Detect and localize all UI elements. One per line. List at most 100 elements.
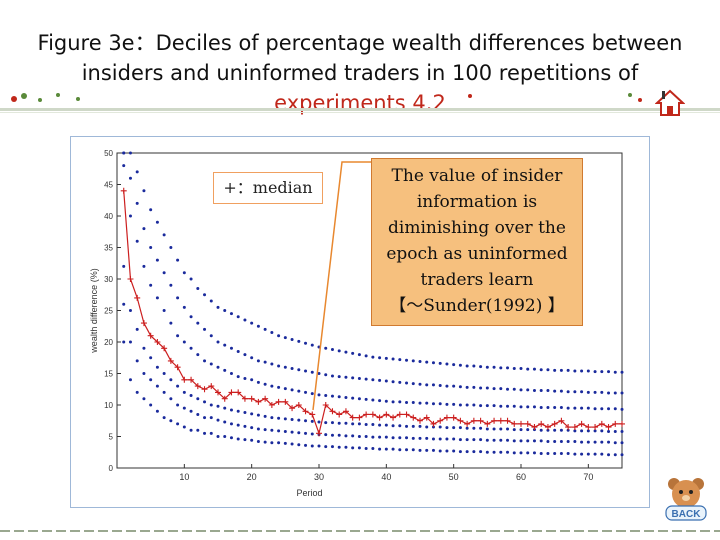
- decile-point: [142, 372, 146, 375]
- decile-point: [128, 151, 132, 155]
- median-point: [262, 395, 269, 402]
- decile-point: [203, 359, 207, 363]
- decile-point: [324, 373, 328, 377]
- decile-point: [135, 201, 139, 205]
- decile-point: [310, 392, 314, 396]
- decile-point: [263, 440, 267, 444]
- x-tick-label: 10: [179, 472, 189, 482]
- decile-point: [256, 324, 260, 328]
- decile-point: [479, 404, 483, 408]
- decile-point: [398, 358, 402, 362]
- decile-point: [559, 368, 563, 372]
- median-point: [457, 417, 464, 424]
- decile-point: [492, 404, 496, 408]
- median-point: [228, 389, 235, 396]
- decile-point: [553, 389, 557, 393]
- home-icon[interactable]: [655, 88, 685, 118]
- decile-point: [519, 439, 523, 443]
- decile-point: [566, 452, 570, 456]
- back-button[interactable]: BACK: [660, 472, 712, 524]
- callout-line: 【～Sunder(1992) 】: [389, 296, 565, 316]
- decile-point: [512, 451, 516, 455]
- decile-point: [458, 426, 462, 430]
- median-point: [208, 383, 215, 390]
- decile-point: [337, 375, 341, 379]
- decile-point: [465, 450, 469, 454]
- decile-point: [135, 359, 139, 363]
- decile-point: [384, 356, 388, 360]
- decile-point: [250, 426, 254, 430]
- decile-point: [566, 428, 570, 432]
- decile-point: [506, 366, 510, 370]
- decile-point: [371, 435, 375, 439]
- x-tick-label: 70: [583, 472, 593, 482]
- decile-point: [573, 452, 577, 456]
- decile-point: [391, 436, 395, 440]
- decorative-band: [0, 93, 720, 113]
- decile-point: [283, 336, 287, 340]
- decile-point: [290, 417, 294, 421]
- decile-point: [290, 388, 294, 392]
- decile-point: [344, 375, 348, 379]
- decile-point: [310, 432, 314, 436]
- decile-point: [445, 402, 449, 406]
- decile-point: [418, 424, 422, 428]
- median-point: [120, 187, 127, 194]
- decile-point: [223, 435, 227, 438]
- decile-point: [236, 315, 240, 319]
- median-point: [565, 424, 572, 431]
- median-point: [578, 420, 585, 427]
- median-point: [248, 395, 255, 402]
- decile-point: [526, 451, 530, 455]
- y-tick-label: 0: [109, 464, 114, 473]
- decile-point: [580, 390, 584, 394]
- decile-point: [122, 264, 126, 268]
- callout-line: epoch as uninformed: [386, 244, 568, 264]
- decile-point: [479, 450, 483, 454]
- decile-point: [465, 426, 469, 430]
- decile-point: [532, 439, 536, 443]
- decile-point: [405, 358, 409, 362]
- decile-point: [223, 309, 227, 312]
- decile-point: [324, 445, 328, 449]
- decile-point: [613, 453, 617, 457]
- decile-point: [371, 423, 375, 427]
- y-tick-label: 15: [104, 370, 113, 379]
- decile-point: [351, 351, 355, 355]
- decile-point: [378, 447, 382, 451]
- decile-point: [270, 416, 274, 420]
- decile-point: [209, 403, 213, 407]
- median-point: [390, 414, 397, 421]
- decile-point: [122, 151, 126, 155]
- median-point: [342, 408, 349, 415]
- median-point: [302, 408, 309, 415]
- decile-point: [155, 409, 159, 413]
- decile-point: [506, 404, 510, 408]
- decile-point: [277, 364, 281, 368]
- decile-point: [384, 423, 388, 427]
- decile-point: [135, 170, 139, 174]
- decile-point: [317, 393, 321, 397]
- decile-point: [357, 435, 361, 438]
- decile-point: [189, 409, 193, 413]
- y-tick-label: 50: [104, 149, 113, 158]
- decile-point: [431, 383, 435, 387]
- decile-point: [149, 356, 153, 360]
- back-icon: [668, 478, 704, 508]
- decile-point: [122, 302, 126, 306]
- decile-point: [613, 391, 617, 395]
- median-point: [188, 376, 195, 383]
- decile-point: [250, 438, 254, 442]
- decile-point: [546, 428, 550, 432]
- decile-point: [532, 389, 536, 393]
- decile-point: [438, 383, 442, 387]
- decile-point: [277, 429, 281, 433]
- decile-point: [586, 369, 590, 373]
- decile-point: [209, 431, 213, 435]
- median-point: [551, 420, 558, 427]
- decile-point: [162, 309, 166, 312]
- decile-point: [304, 390, 308, 394]
- decile-point: [324, 346, 328, 350]
